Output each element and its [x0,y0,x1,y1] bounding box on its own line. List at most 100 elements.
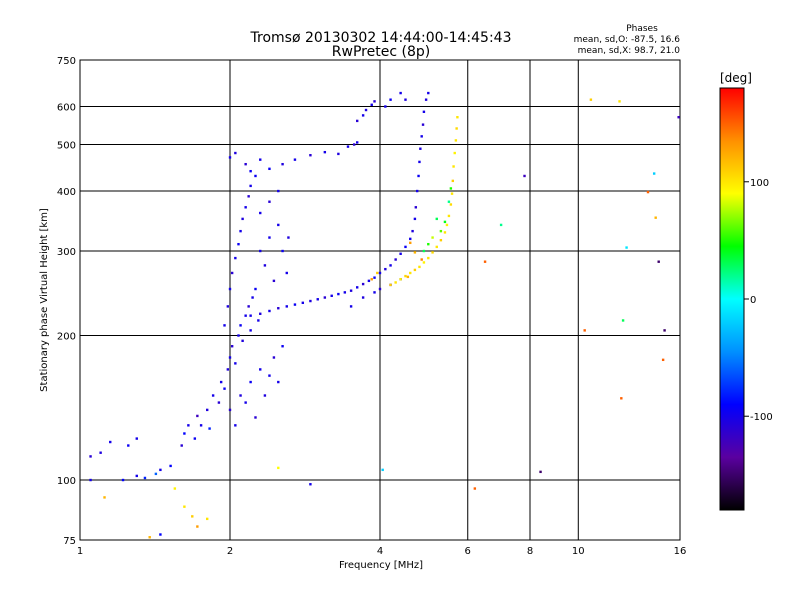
data-point [349,289,353,292]
data-point [259,368,262,371]
data-point [237,242,240,246]
data-point [205,517,209,521]
data-point [263,394,267,397]
data-point [287,236,290,239]
data-point [456,116,459,119]
data-point [452,165,455,168]
data-point [228,287,232,291]
data-point [309,154,312,157]
data-point [483,260,487,263]
data-point [268,200,271,203]
data-point [384,105,387,108]
data-point [239,324,242,327]
data-point [205,408,209,412]
colorbar-tick-label: 100 [750,178,769,189]
data-point [447,214,451,218]
data-point [422,249,426,253]
data-point [443,220,447,224]
data-point [230,345,234,348]
data-point [272,279,276,283]
data-point [439,229,443,233]
colorbar-fill [720,88,744,510]
data-point [191,515,194,518]
data-point [169,464,172,468]
data-point [657,260,660,263]
data-point [309,483,312,486]
data-point [337,292,340,296]
data-point [427,242,430,246]
data-point [217,401,221,404]
data-point [241,339,244,343]
data-point [244,314,247,317]
data-point [196,414,199,418]
data-point [121,478,125,482]
data-point [453,151,456,155]
data-point [244,206,247,209]
data-point [173,487,177,490]
data-point [301,301,305,305]
data-point [228,408,232,412]
data-point [330,294,333,297]
data-point [196,525,199,528]
data-point [226,305,230,308]
data-point [361,296,365,299]
data-point [159,468,162,472]
data-point [234,151,237,155]
data-point [159,533,162,536]
data-point [293,303,297,306]
data-point [337,152,340,156]
data-point [621,319,625,322]
data-point [254,287,257,291]
x-tick-label: 6 [465,546,471,557]
data-point [413,251,417,254]
data-point [355,141,359,144]
stats-x-line: mean, sd,X: 98.7, 21.0 [578,46,681,56]
data-point [254,416,257,419]
data-point [228,156,232,159]
y-tick-label: 300 [57,247,76,258]
data-point [449,203,453,206]
data-point [143,476,147,480]
stats-o-line: mean, sd,O: -87.5, 16.6 [574,35,681,45]
data-point [454,139,458,142]
data-point [539,470,542,474]
data-point [445,223,449,227]
data-point [349,305,353,308]
data-point [418,160,421,164]
data-point [127,444,130,447]
data-point [239,229,242,233]
data-point [281,162,284,166]
x-tick-label: 4 [377,546,383,557]
data-point [249,314,252,317]
colorbar: -100 0 100 [719,87,773,511]
data-point [523,174,526,178]
data-point [420,135,423,138]
data-point [293,158,297,161]
x-tick-label: 1 [77,546,83,557]
data-point [473,487,477,490]
chart-title: Tromsø 20130302 14:44:00-14:45:43 [250,30,512,46]
data-point [376,271,379,275]
data-point [389,283,392,287]
y-tick-label: 400 [57,187,76,198]
data-point [247,195,250,198]
data-point [370,103,373,106]
data-point [406,275,410,279]
data-point [427,256,430,260]
data-point [251,296,254,299]
data-point [89,455,92,458]
data-point [109,440,112,444]
y-tick-label: 75 [63,536,76,547]
data-point [352,143,356,146]
data-point [316,298,319,301]
data-point [257,319,260,322]
data-point [404,245,407,249]
data-point [277,223,280,227]
data-point [234,256,237,260]
data-point [620,397,623,400]
y-tick-label: 500 [57,141,76,152]
data-point [409,237,412,241]
colorbar-tick-label: -100 [750,412,773,423]
x-tick-label: 16 [674,546,687,557]
data-point [373,100,376,103]
